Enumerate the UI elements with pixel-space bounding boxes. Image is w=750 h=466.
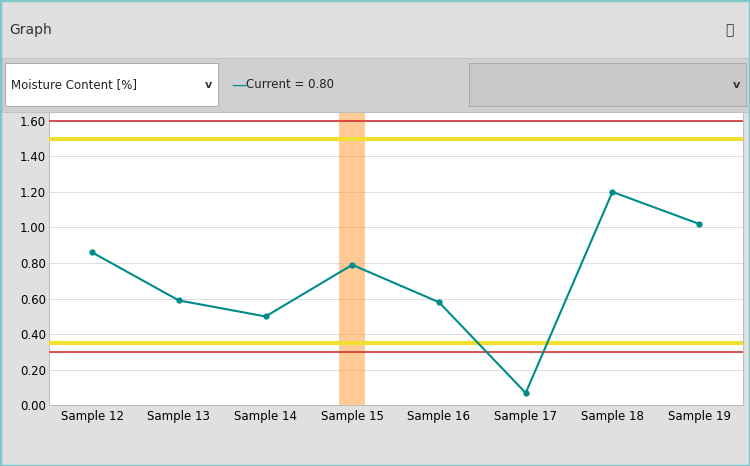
Text: v: v [733, 80, 740, 90]
Text: Moisture Content [%]: Moisture Content [%] [11, 78, 137, 91]
Text: Graph: Graph [9, 23, 52, 37]
Text: v: v [205, 80, 212, 90]
Text: Current = 0.80: Current = 0.80 [246, 78, 334, 91]
Text: ⤢: ⤢ [725, 23, 734, 37]
Bar [339, 112, 365, 405]
Text: —: — [231, 77, 246, 92]
